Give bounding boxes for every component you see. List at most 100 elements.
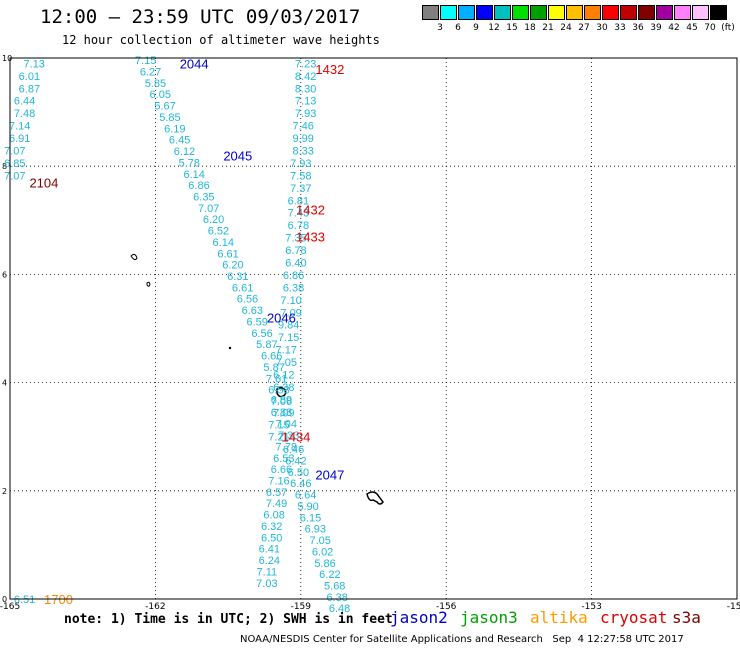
swh-value: 5.85 — [159, 112, 180, 124]
swh-value: 7.09 — [280, 307, 301, 319]
color-scale-label: 30 — [596, 23, 608, 33]
color-scale-label: 42 — [668, 23, 680, 33]
page-title: 12:00 — 23:59 UTC 09/03/2017 — [40, 6, 361, 28]
swh-value: 7.15 — [268, 419, 289, 431]
swh-value: 7.58 — [290, 170, 311, 182]
swh-value: 6.32 — [261, 521, 282, 533]
swh-value: 6.66 — [261, 351, 282, 363]
swh-value: 6.20 — [203, 214, 224, 226]
swh-value: 6.64 — [295, 490, 316, 502]
swh-value: 6.41 — [259, 544, 280, 556]
swh-value: 6.48 — [329, 603, 350, 615]
map-grid: -165 -162 -159 -156 -153 -150 0 2 4 6 8 10 — [0, 54, 740, 612]
x-tick-label: -156 — [436, 602, 457, 612]
swh-value: 6.50 — [288, 467, 309, 479]
color-swatch — [530, 5, 547, 20]
swh-value: 6.66 — [271, 464, 292, 476]
y-tick-label: 2 — [2, 487, 7, 496]
swh-value: 6.57 — [266, 487, 287, 499]
swh-value: 6.31 — [227, 271, 248, 283]
island-shape — [146, 281, 151, 287]
island-shape — [366, 491, 384, 505]
x-tick-label: -159 — [291, 602, 312, 612]
map-frame — [9, 57, 738, 600]
swh-value: 7.04 — [276, 419, 297, 431]
satellite-label: jason2 — [390, 608, 448, 627]
swh-value: 6.46 — [283, 444, 304, 456]
swh-value: 7.11 — [257, 566, 278, 578]
swh-value: 6.53 — [273, 453, 294, 465]
swh-value: 6.19 — [164, 123, 185, 135]
swh-value: 6.24 — [259, 555, 280, 567]
swh-value: 7.43 — [288, 208, 309, 220]
swh-value: 6.61 — [217, 248, 238, 260]
color-swatch — [422, 5, 439, 20]
swh-value: 6.50 — [261, 532, 282, 544]
coastline — [130, 253, 384, 505]
color-swatch — [584, 5, 601, 20]
swh-value: 7.46 — [293, 121, 314, 133]
pass-number: 2104 — [29, 175, 58, 190]
swh-value: 5.87 — [263, 362, 284, 374]
color-scale-label: 3 — [437, 23, 443, 33]
swh-value: 7.49 — [266, 498, 287, 510]
color-swatch — [440, 5, 457, 20]
swh-value: 6.52 — [208, 226, 229, 238]
color-scale-label: 15 — [506, 23, 518, 33]
swh-value: 5.67 — [154, 101, 175, 113]
swh-value: 6.86 — [283, 270, 304, 282]
swh-value: 8.42 — [295, 71, 316, 83]
swh-value: 7.16 — [268, 476, 289, 488]
swh-value: 7.93 — [295, 108, 316, 120]
swh-value: 6.42 — [285, 456, 306, 468]
color-swatch — [656, 5, 673, 20]
color-swatch — [692, 5, 709, 20]
swh-value: 6.38 — [273, 382, 294, 394]
swh-value: 7.23 — [295, 58, 316, 70]
x-tick-label: -165 — [0, 602, 20, 612]
pass-number: 1432 — [315, 62, 344, 77]
swh-value: 7.21 — [268, 432, 289, 444]
swh-value: 6.46 — [290, 478, 311, 490]
swh-value: 5.90 — [297, 501, 318, 513]
swh-value: 6.38 — [283, 282, 304, 294]
pass-number: 1434 — [281, 430, 310, 445]
swh-value: 6.22 — [319, 569, 340, 581]
swh-value: 6.14 — [183, 169, 204, 181]
swh-value: 6.08 — [263, 510, 284, 522]
swh-value: 5.78 — [179, 157, 200, 169]
satellite-label: cryosat — [600, 608, 668, 627]
swh-value: 6.38 — [326, 592, 347, 604]
swh-value: 6.02 — [312, 546, 333, 558]
y-tick-label: 6 — [2, 270, 7, 279]
swh-value: 9.99 — [293, 133, 314, 145]
color-swatch — [566, 5, 583, 20]
color-scale-label: 6 — [455, 23, 461, 33]
swh-value: 6.89 — [271, 394, 292, 406]
color-swatch — [602, 5, 619, 20]
color-swatch — [512, 5, 529, 20]
color-swatch — [494, 5, 511, 20]
credit-line: NOAA/NESDIS Center for Satellite Applica… — [240, 634, 684, 645]
swh-value: 6.93 — [305, 524, 326, 536]
pass-number: 2047 — [315, 468, 344, 483]
swh-value: 6.35 — [193, 191, 214, 203]
satellite-label: jason3 — [460, 608, 518, 627]
swh-value: 6.20 — [222, 260, 243, 272]
swh-value: 7.05 — [276, 357, 297, 369]
swh-value: 7.61 — [266, 373, 287, 385]
pass-number: 2044 — [180, 56, 209, 71]
swh-value: 7.33 — [278, 430, 299, 442]
color-swatch — [710, 5, 727, 20]
swh-value: 8.30 — [295, 83, 316, 95]
swh-value: 6.44 — [14, 96, 35, 108]
swh-value: 6.45 — [169, 135, 190, 147]
swh-value: 6.91 — [9, 133, 30, 145]
swh-value: 7.07 — [198, 203, 219, 215]
color-scale-label: (ft) — [721, 23, 735, 33]
swh-value: 7.07 — [4, 146, 25, 158]
color-scale-label: 12 — [488, 23, 500, 33]
color-scale-label: 70 — [704, 23, 716, 33]
swh-value: 7.03 — [256, 578, 277, 590]
x-tick-label: -153 — [581, 602, 601, 612]
